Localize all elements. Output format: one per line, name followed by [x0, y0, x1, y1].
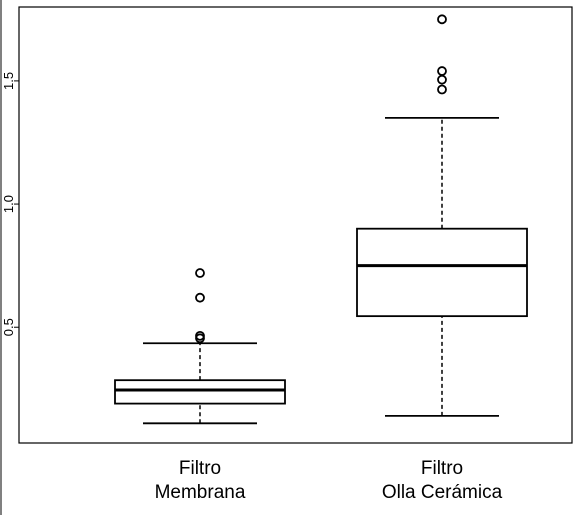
iqr-box — [114, 379, 286, 405]
y-axis: 0.5 1.0 1.5 — [1, 72, 19, 336]
x-category-label: Filtro — [421, 458, 463, 479]
plot-frame — [18, 6, 573, 444]
outlier-point — [437, 84, 447, 95]
x-category-label: Filtro — [179, 458, 221, 479]
iqr-box — [356, 227, 528, 318]
outlier-point — [437, 74, 447, 85]
x-axis-labels: Filtro Membrana Filtro Olla Cerámica — [155, 458, 503, 503]
outlier-point — [437, 14, 447, 25]
outlier-point — [195, 292, 205, 303]
y-tick-label: 1.5 — [1, 72, 16, 90]
box-1 — [114, 268, 286, 425]
y-tick-label: 0.5 — [1, 318, 16, 336]
box-2 — [356, 14, 528, 417]
y-tick-label: 1.0 — [1, 195, 16, 213]
outlier-point — [195, 268, 205, 278]
outlier-point — [437, 66, 447, 76]
outlier-point — [195, 330, 205, 341]
x-category-label: Olla Cerámica — [382, 482, 503, 503]
box-group — [114, 14, 528, 425]
x-category-label: Membrana — [155, 482, 246, 503]
